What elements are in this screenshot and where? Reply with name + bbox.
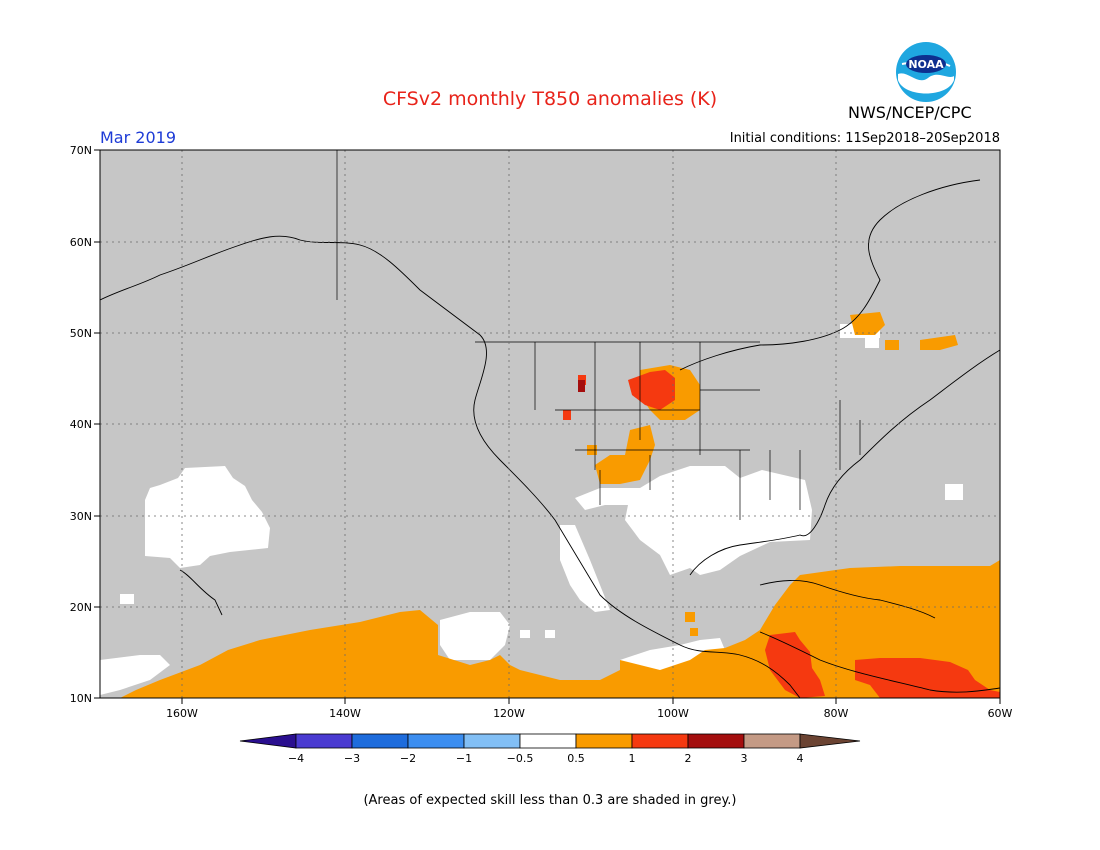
colorbar-seg-10	[799, 733, 861, 749]
colorbar-seg-7	[631, 733, 689, 749]
colorbar-seg-9	[743, 733, 801, 749]
noaa-logo: NOAA	[894, 40, 958, 108]
colorbar-seg-8	[687, 733, 745, 749]
colorbar-label: 4	[796, 752, 804, 765]
lon-label-80w: 80W	[823, 707, 849, 720]
agency-label: NWS/NCEP/CPC	[848, 103, 972, 122]
lat-label-60n: 60N	[69, 236, 92, 249]
colorbar-seg-3	[407, 733, 465, 749]
map-title: CFSv2 monthly T850 anomalies (K)	[382, 88, 718, 110]
colorbar-seg-4	[463, 733, 521, 749]
political-borders	[336, 150, 861, 520]
lat-label-30n: 30N	[69, 510, 92, 523]
lat-label-20n: 20N	[69, 601, 92, 614]
colorbar-label: −2	[399, 752, 417, 765]
neutral-anomaly-regions	[100, 324, 963, 695]
axis-ticks	[94, 149, 1001, 704]
colorbar-seg-1	[295, 733, 353, 749]
lon-label-100w: 100W	[657, 707, 689, 720]
colorbar-seg-5	[519, 733, 577, 749]
colorbar-label: −3	[343, 752, 361, 765]
lon-label-160w: 160W	[166, 707, 198, 720]
colorbar-label: 0.5	[567, 752, 585, 765]
colorbar-seg-0	[239, 733, 297, 749]
forecast-month: Mar 2019	[100, 128, 176, 147]
graticule	[100, 150, 1000, 698]
lat-label-40n: 40N	[69, 418, 92, 431]
colorbar-label: 2	[684, 752, 692, 765]
lon-label-140w: 140W	[329, 707, 361, 720]
coastlines	[99, 179, 1001, 699]
very-strong-warm-anomaly-regions	[578, 380, 585, 392]
skill-footnote: (Areas of expected skill less than 0.3 a…	[363, 793, 737, 808]
colorbar-label: −1	[455, 752, 473, 765]
colorbar	[239, 733, 861, 749]
colorbar-label: −4	[287, 752, 305, 765]
colorbar-label: −0.5	[506, 752, 534, 765]
lat-label-70n: 70N	[69, 144, 92, 157]
colorbar-label: 3	[740, 752, 748, 765]
lat-label-50n: 50N	[69, 327, 92, 340]
noaa-logo-text: NOAA	[908, 58, 944, 71]
colorbar-seg-2	[351, 733, 409, 749]
lon-label-60w: 60W	[987, 707, 1013, 720]
colorbar-label: 1	[628, 752, 636, 765]
lon-label-120w: 120W	[493, 707, 525, 720]
colorbar-seg-6	[575, 733, 633, 749]
initial-conditions: Initial conditions: 11Sep2018–20Sep2018	[729, 131, 1000, 146]
lat-label-10n: 10N	[69, 692, 92, 705]
